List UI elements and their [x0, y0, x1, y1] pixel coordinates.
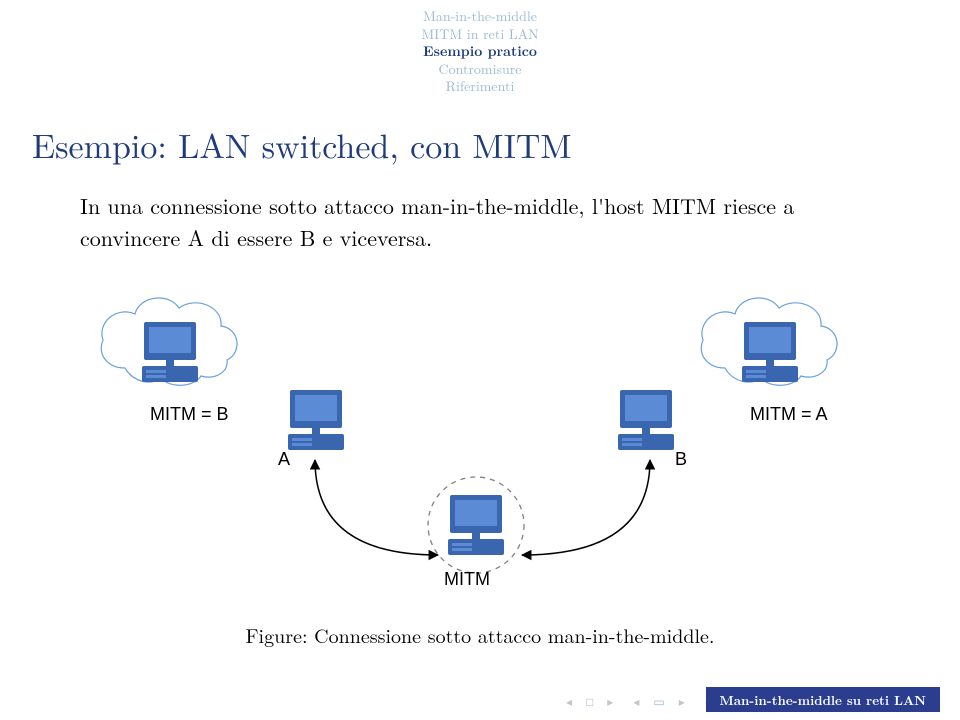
nav-frame-icon[interactable]: ◂ — [566, 693, 574, 710]
svg-text:B: B — [675, 449, 687, 469]
body-paragraph: In una connessione sotto attacco man-in-… — [80, 190, 900, 254]
svg-text:MITM: MITM — [444, 569, 490, 589]
breadcrumb-item[interactable]: Man-in-the-middle — [0, 8, 960, 26]
nav-subsection-icon[interactable]: ◂ — [633, 693, 641, 710]
page-title: Esempio: LAN switched, con MITM — [32, 120, 572, 168]
breadcrumb-item[interactable]: Riferimenti — [0, 78, 960, 96]
svg-text:A: A — [278, 449, 290, 469]
footer-title: Man-in-the-middle su reti LAN — [706, 687, 940, 712]
mitm-network-diagram: MITM = B MITM = A A B MITM — [80, 290, 880, 610]
figure-caption: Figure: Connessione sotto attacco man-in… — [0, 620, 960, 649]
svg-text:MITM = B: MITM = B — [150, 404, 229, 424]
breadcrumb-item-active[interactable]: Esempio pratico — [0, 43, 960, 61]
svg-text:MITM = A: MITM = A — [750, 404, 828, 424]
breadcrumb: Man-in-the-middle MITM in reti LAN Esemp… — [0, 8, 960, 96]
